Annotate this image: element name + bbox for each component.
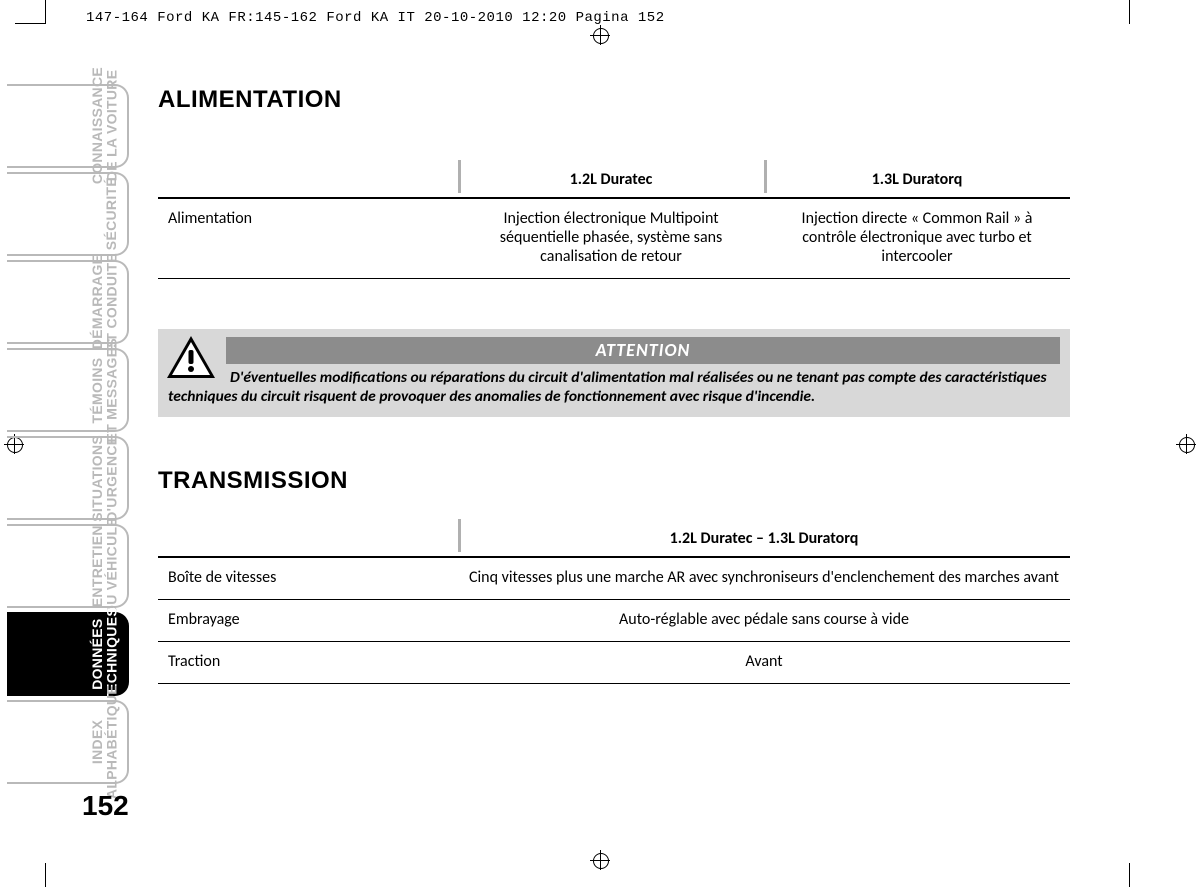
transmission-table: 1.2L Duratec – 1.3L Duratorq Boîte de vi… bbox=[158, 523, 1070, 684]
attention-body: D'éventuelles modifications ou réparatio… bbox=[168, 364, 1060, 407]
attention-title: ATTENTION bbox=[226, 337, 1060, 364]
sidebar-tab-0[interactable]: CONNAISSANCE DE LA VOITURE bbox=[7, 84, 129, 168]
trans-row-value: Cinq vitesses plus une marche AR avec sy… bbox=[458, 557, 1070, 600]
trans-row-value: Auto-réglable avec pédale sans course à … bbox=[458, 599, 1070, 641]
sidebar-tab-label: ENTRETIEN DU VÉHICULE bbox=[90, 517, 119, 615]
sidebar-tab-label: SÉCURITÉ bbox=[104, 177, 119, 250]
sidebar-tab-label: INDEX ALPHABÉTIQUE bbox=[90, 685, 119, 799]
col-header-12L: 1.2L Duratec bbox=[458, 164, 764, 198]
trans-row-value: Avant bbox=[458, 641, 1070, 683]
col-header-13L: 1.3L Duratorq bbox=[764, 164, 1070, 198]
trans-row-label: Embrayage bbox=[158, 599, 458, 641]
sidebar-tab-4[interactable]: SITUATIONS D'URGENCE bbox=[7, 436, 129, 520]
cell-alim-13L: Injection directe « Common Rail » à cont… bbox=[764, 198, 1070, 279]
sidebar-tab-5[interactable]: ENTRETIEN DU VÉHICULE bbox=[7, 524, 129, 608]
side-tabs: CONNAISSANCE DE LA VOITURE SÉCURITÉ DÉMARR… bbox=[7, 84, 129, 784]
alimentation-table: 1.2L Duratec 1.3L Duratorq Alimentation … bbox=[158, 164, 1070, 279]
print-header: 147-164 Ford KA FR:145-162 Ford KA IT 20… bbox=[86, 10, 665, 26]
sidebar-tab-label: DÉMARRAGE ET CONDUITE bbox=[90, 253, 119, 351]
row-label-alimentation: Alimentation bbox=[158, 198, 458, 279]
attention-box: ATTENTION D'éventuelles modifications ou… bbox=[158, 329, 1070, 417]
sidebar-tab-7[interactable]: INDEX ALPHABÉTIQUE bbox=[7, 700, 129, 784]
sidebar-tab-label: TÉMOINS ET MESSAGES bbox=[90, 338, 119, 442]
sidebar-tab-2[interactable]: DÉMARRAGE ET CONDUITE bbox=[7, 260, 129, 344]
cell-alim-12L: Injection électronique Multipoint séquen… bbox=[458, 198, 764, 279]
trans-row-label: Traction bbox=[158, 641, 458, 683]
trans-row-label: Boîte de vitesses bbox=[158, 557, 458, 600]
page-content: ALIMENTATION 1.2L Duratec 1.3L Duratorq … bbox=[158, 86, 1070, 684]
col-header-transmission: 1.2L Duratec – 1.3L Duratorq bbox=[458, 523, 1070, 557]
sidebar-tab-label: CONNAISSANCE DE LA VOITURE bbox=[90, 67, 119, 184]
section-title-alimentation: ALIMENTATION bbox=[158, 86, 1070, 114]
warning-icon bbox=[166, 335, 216, 379]
sidebar-tab-1[interactable]: SÉCURITÉ bbox=[7, 172, 129, 256]
page-number: 152 bbox=[82, 790, 129, 822]
sidebar-tab-6[interactable]: DONNÉES TECHNIQUES bbox=[7, 612, 129, 696]
sidebar-tab-3[interactable]: TÉMOINS ET MESSAGES bbox=[7, 348, 129, 432]
sidebar-tab-label: SITUATIONS D'URGENCE bbox=[90, 435, 119, 522]
section-title-transmission: TRANSMISSION bbox=[158, 467, 1070, 495]
